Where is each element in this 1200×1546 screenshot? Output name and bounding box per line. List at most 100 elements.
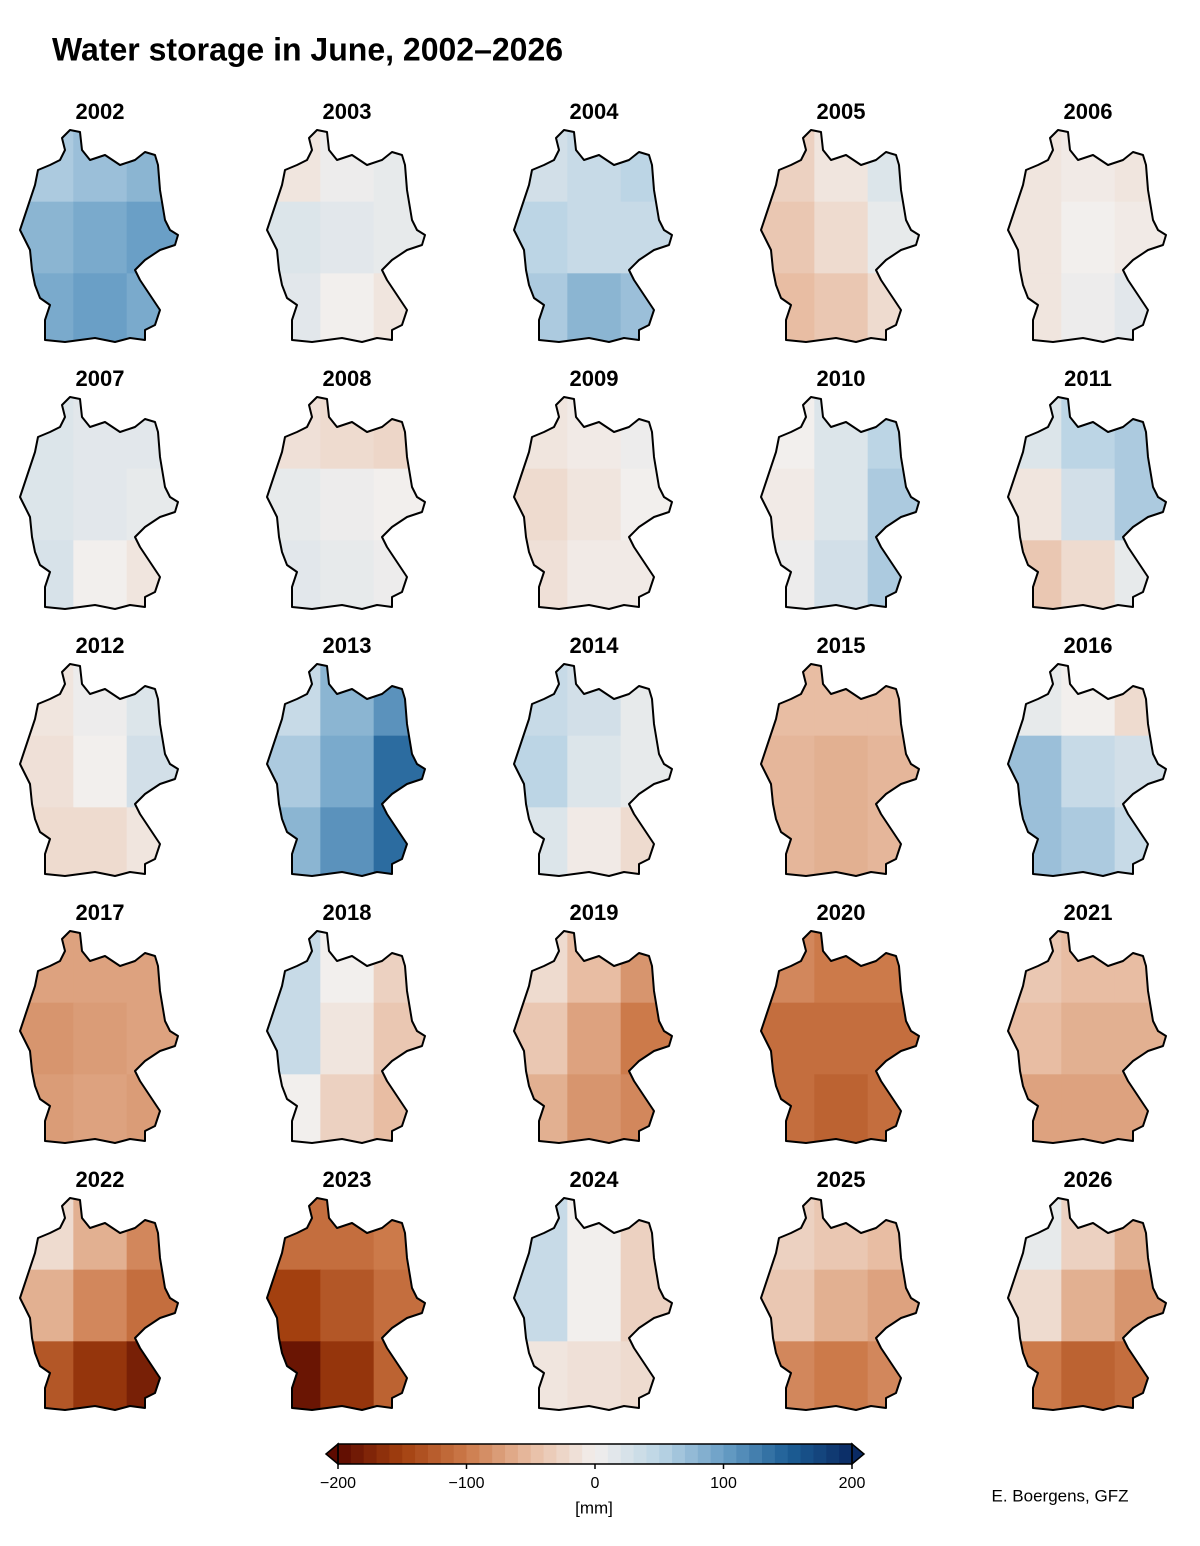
map-panel — [760, 1197, 920, 1411]
grid-cell — [20, 1074, 74, 1143]
grid-cell — [867, 1269, 919, 1342]
grid-cell — [1061, 468, 1116, 541]
grid-cell — [567, 735, 622, 808]
map-panel — [266, 930, 426, 1144]
grid-cell — [320, 273, 375, 342]
panel-title: 2025 — [817, 1167, 866, 1192]
grid-cell — [1061, 1074, 1116, 1143]
map-outline — [19, 930, 179, 1144]
grid-cell — [867, 807, 919, 876]
grid-cell — [373, 931, 425, 1004]
map-outline — [19, 396, 179, 610]
grid-cell — [761, 1074, 815, 1143]
panel-title: 2002 — [76, 99, 125, 124]
colorbar-swatch — [826, 1444, 840, 1464]
grid-cell — [567, 1269, 622, 1342]
grid-cell — [814, 807, 869, 876]
grid-cell — [373, 807, 425, 876]
grid-cell — [373, 1269, 425, 1342]
grid-cell — [73, 1074, 128, 1143]
grid-cell — [126, 540, 178, 609]
grid-cell — [126, 664, 178, 737]
grid-cell — [126, 1198, 178, 1271]
panel-title: 2016 — [1064, 633, 1113, 658]
panel-title: 2021 — [1064, 900, 1113, 925]
colorbar-swatch — [813, 1444, 827, 1464]
grid-cell — [1114, 1002, 1166, 1075]
panel-title: 2020 — [817, 900, 866, 925]
panel-title: 2008 — [323, 366, 372, 391]
grid-cell — [267, 735, 321, 808]
map-panel — [513, 1197, 673, 1411]
grid-cell — [1061, 735, 1116, 808]
grid-cell — [320, 540, 375, 609]
panel-title: 2017 — [76, 900, 125, 925]
grid-cell — [1061, 540, 1116, 609]
map-panel — [760, 129, 920, 343]
grid-cell — [1061, 807, 1116, 876]
map-panel — [1007, 396, 1167, 610]
panel-title: 2011 — [1064, 366, 1112, 391]
grid-cell — [514, 1269, 568, 1342]
grid-cell — [867, 397, 919, 470]
map-outline — [760, 129, 920, 343]
grid-cell — [320, 201, 375, 274]
colorbar-swatch — [684, 1444, 699, 1464]
colorbar-swatch — [466, 1444, 480, 1464]
map-panel — [760, 396, 920, 610]
grid-cell — [1061, 1341, 1116, 1410]
colorbar-swatch — [762, 1444, 776, 1464]
panel-title: 2026 — [1064, 1167, 1113, 1192]
map-panel — [19, 396, 179, 610]
grid-cell — [1114, 201, 1166, 274]
colorbar-extend-high — [851, 1442, 866, 1466]
grid-cell — [620, 1074, 672, 1143]
map-panel — [266, 1197, 426, 1411]
panel-title: 2006 — [1064, 99, 1113, 124]
grid-cell — [126, 201, 178, 274]
grid-cell — [1114, 130, 1166, 203]
grid-cell — [620, 201, 672, 274]
grid-cell — [373, 201, 425, 274]
grid-cell — [126, 397, 178, 470]
grid-cell — [620, 735, 672, 808]
grid-cell — [267, 1074, 321, 1143]
grid-cell — [1061, 273, 1116, 342]
grid-cell — [126, 1074, 178, 1143]
colorbar-swatch — [376, 1444, 390, 1464]
grid-cell — [73, 807, 128, 876]
colorbar-swatch — [787, 1444, 802, 1464]
panel-title: 2014 — [570, 633, 620, 658]
grid-cell — [20, 468, 74, 541]
map-panel — [1007, 129, 1167, 343]
colorbar-swatch — [492, 1444, 506, 1464]
grid-cell — [1114, 664, 1166, 737]
grid-cell — [320, 807, 375, 876]
grid-cell — [20, 273, 74, 342]
grid-cell — [867, 664, 919, 737]
grid-cell — [73, 273, 128, 342]
grid-cell — [1114, 273, 1166, 342]
grid-cell — [761, 735, 815, 808]
grid-cell — [126, 130, 178, 203]
grid-cell — [1008, 1002, 1062, 1075]
grid-cell — [20, 735, 74, 808]
map-outline — [513, 930, 673, 1144]
grid-cell — [20, 1269, 74, 1342]
map-panel — [1007, 1197, 1167, 1411]
grid-cell — [620, 1269, 672, 1342]
map-outline — [1007, 1197, 1167, 1411]
map-outline — [266, 129, 426, 343]
grid-cell — [126, 1269, 178, 1342]
grid-cell — [373, 735, 425, 808]
grid-cell — [126, 931, 178, 1004]
colorbar-swatch — [595, 1444, 609, 1464]
grid-cell — [761, 273, 815, 342]
grid-cell — [73, 1269, 128, 1342]
map-panel — [19, 1197, 179, 1411]
colorbar-swatch — [800, 1444, 814, 1464]
colorbar-tick-label: 200 — [839, 1475, 866, 1492]
grid-cell — [814, 468, 869, 541]
map-outline — [1007, 930, 1167, 1144]
